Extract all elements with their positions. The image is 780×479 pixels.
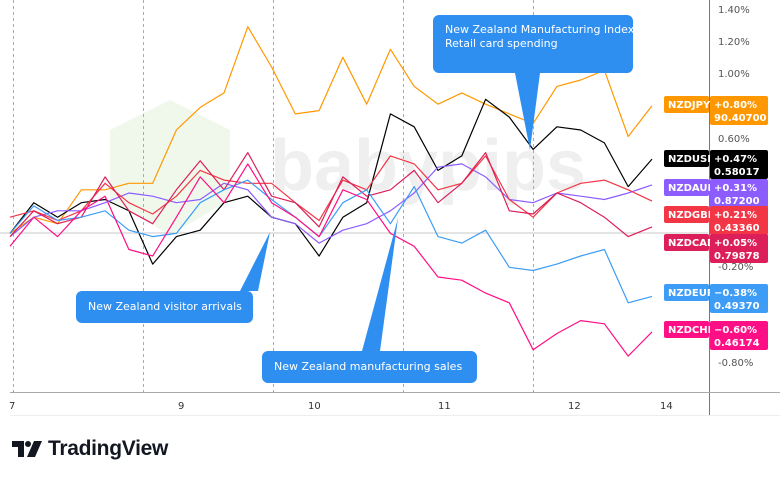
callout-box (76, 291, 253, 323)
price-value: 0.87200 (714, 196, 760, 207)
callout-pointer (240, 232, 270, 291)
callout-text: New Zealand Manufacturing Index (445, 23, 635, 36)
y-tick-label: 1.20% (718, 37, 750, 48)
price-box (710, 284, 768, 313)
price-value: 90.40700 (714, 113, 767, 124)
change-percent: −0.38% (714, 288, 757, 299)
price-box (710, 234, 768, 263)
x-tick-label: 14 (660, 401, 673, 412)
price-value: 0.43360 (714, 223, 760, 234)
y-tick-label: 1.00% (718, 69, 750, 80)
price-value: 0.79878 (714, 251, 760, 262)
x-tick-label: 7 (9, 401, 15, 412)
price-box (710, 150, 768, 179)
symbol-label-nzdeur: NZDEUR −0.38% 0.49370 (664, 284, 768, 313)
symbol-name: NZDEUR (668, 288, 715, 299)
callout-text: New Zealand visitor arrivals (88, 300, 242, 313)
change-percent: +0.47% (714, 154, 757, 165)
series-lines (9, 26, 653, 357)
change-percent: −0.60% (714, 325, 757, 336)
symbol-name-box (664, 234, 709, 251)
symbol-label-nzdcad: NZDCAD+0.05% 0.79878 (664, 234, 768, 263)
x-tick-label: 10 (308, 401, 321, 412)
symbol-name-box (664, 284, 709, 301)
symbol-name-box (664, 150, 709, 167)
x-tick-label: 12 (568, 401, 581, 412)
symbol-label-nzdchf: NZDCHF −0.60% 0.46174 (664, 321, 768, 350)
time-axis[interactable]: 7 9 10 11 12 14 (9, 401, 673, 412)
tradingview-logo[interactable]: TradingView (12, 437, 168, 461)
series-line-nzdchf (9, 163, 653, 357)
series-line-nzdeur (9, 179, 653, 304)
x-tick-label: 9 (178, 401, 184, 412)
brand-name: TradingView (48, 437, 169, 460)
change-percent: +0.80% (714, 100, 757, 111)
symbol-label-nzdjpy: NZDJPY +0.80% 90.40700 (664, 96, 768, 125)
symbol-name: NZDGBP (668, 210, 715, 221)
watermark-text: babypips (270, 126, 586, 206)
callout-text: Retail card spending (445, 37, 558, 50)
chart[interactable]: babypips New Zealand Manufacturing Index… (0, 0, 780, 420)
symbol-name: NZDUSD (668, 154, 716, 165)
symbol-label-nzdgbp: NZDGBP+0.21% 0.43360 (664, 206, 768, 235)
callout-box (262, 351, 477, 383)
change-percent: +0.21% (714, 210, 757, 221)
symbol-label-nzdusd: NZDUSD+0.47% 0.58017 (664, 150, 768, 179)
price-axis[interactable]: 1.40% 1.20% 1.00% 0.60% -0.20% -0.80% (718, 5, 753, 369)
series-line-nzdcad (9, 152, 653, 238)
symbol-name: NZDJPY (668, 100, 711, 111)
price-box (710, 179, 768, 208)
symbol-name-box (664, 179, 709, 196)
symbol-name-box (664, 321, 709, 338)
annotation-callout[interactable]: New Zealand visitor arrivals (76, 232, 270, 323)
price-value: 0.49370 (714, 301, 760, 312)
symbol-name-box (664, 96, 709, 113)
price-box (710, 321, 768, 350)
tradingview-logo-icon (12, 441, 42, 457)
callout-pointer (515, 73, 540, 150)
callout-box (433, 15, 633, 73)
x-tick-label: 11 (438, 401, 451, 412)
annotation-callout[interactable]: New Zealand manufacturing sales (262, 218, 477, 383)
price-box (710, 96, 768, 125)
change-percent: +0.05% (714, 238, 757, 249)
symbol-name: NZDCAD (668, 238, 715, 249)
y-tick-label: 0.60% (718, 134, 750, 145)
series-line-nzdaud (9, 163, 653, 244)
series-line-nzdjpy (9, 26, 653, 234)
price-box (710, 206, 768, 235)
symbol-labels: NZDJPY +0.80%90.40700NZDUSD+0.47%0.58017N… (664, 96, 768, 350)
change-percent: +0.31% (714, 183, 757, 194)
y-tick-label: -0.80% (718, 358, 753, 369)
symbol-name: NZDAUD (668, 183, 716, 194)
symbol-name: NZDCHF (668, 325, 714, 336)
y-tick-label: -0.20% (718, 262, 753, 273)
y-tick-label: 1.40% (718, 5, 750, 16)
callout-text: New Zealand manufacturing sales (274, 360, 462, 373)
symbol-name-box (664, 206, 709, 223)
price-value: 0.58017 (714, 167, 760, 178)
symbol-label-nzdaud: NZDAUD+0.31% 0.87200 (664, 179, 768, 208)
callout-pointer (362, 218, 398, 351)
price-value: 0.46174 (714, 338, 760, 349)
session-separators (13, 0, 534, 392)
